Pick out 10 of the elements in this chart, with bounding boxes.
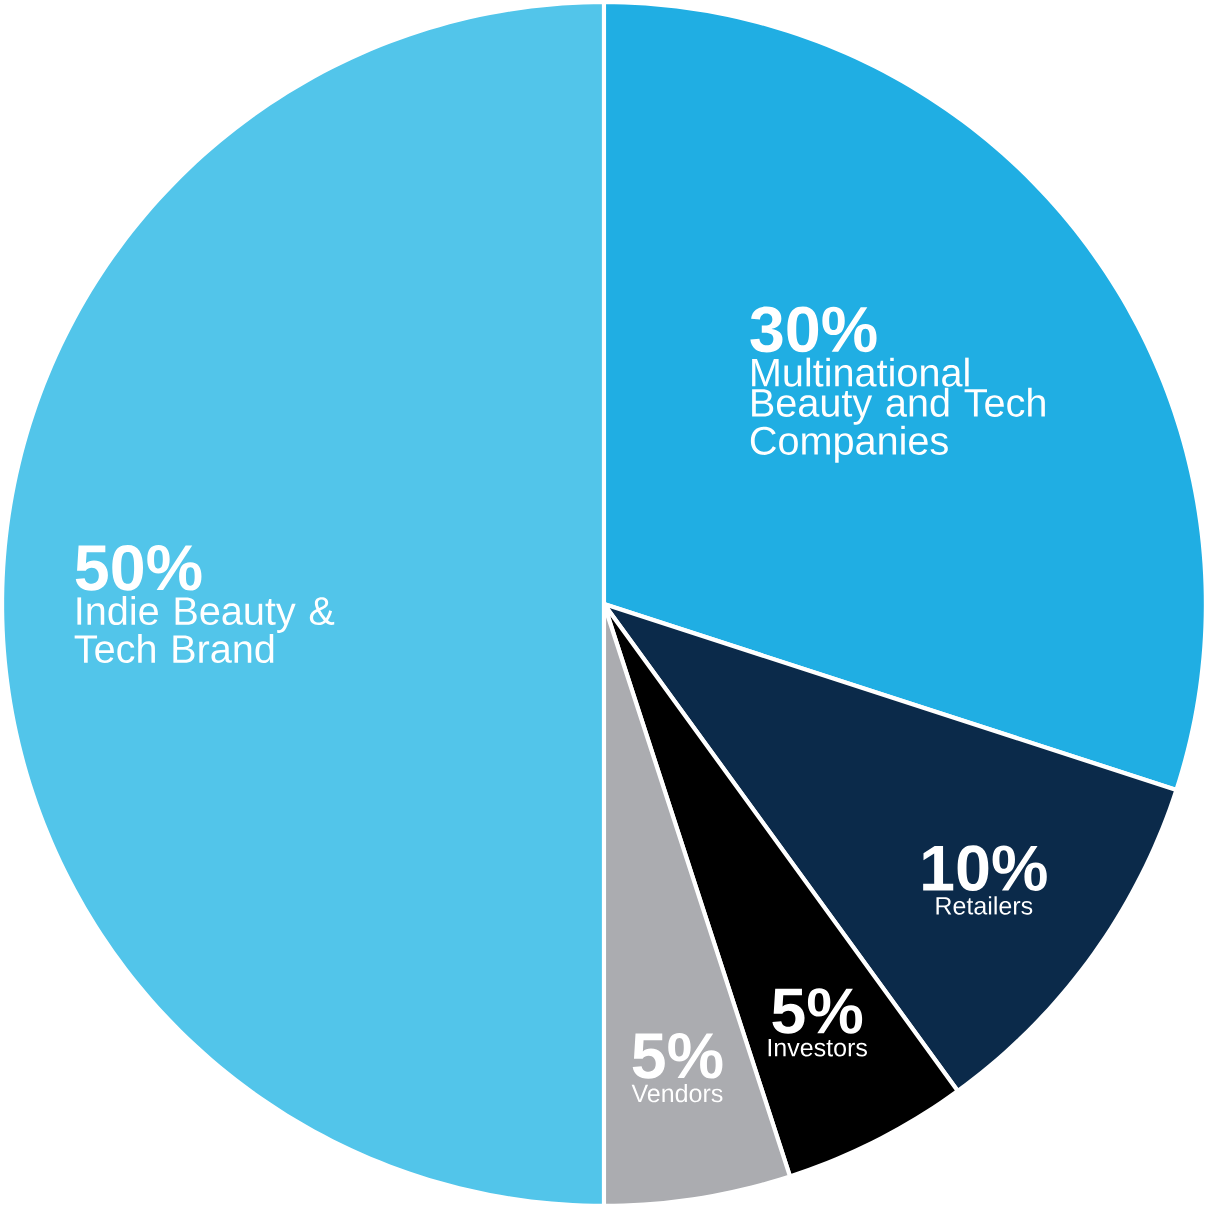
data-label: 5%	[632, 1033, 723, 1079]
data-label: 50%	[75, 544, 202, 591]
slice-label: Investors	[768, 1039, 867, 1057]
data-label: 10%	[923, 845, 1047, 892]
slice-label: Vendors	[631, 1083, 723, 1103]
slice-label: Retailers	[936, 896, 1033, 915]
data-label: 30%	[750, 306, 877, 353]
data-label: 5%	[772, 988, 863, 1034]
slice-label: Indie Beauty & Tech Brand	[74, 595, 335, 664]
slice-label: Multinational Beauty and Tech Companies	[750, 357, 1045, 463]
